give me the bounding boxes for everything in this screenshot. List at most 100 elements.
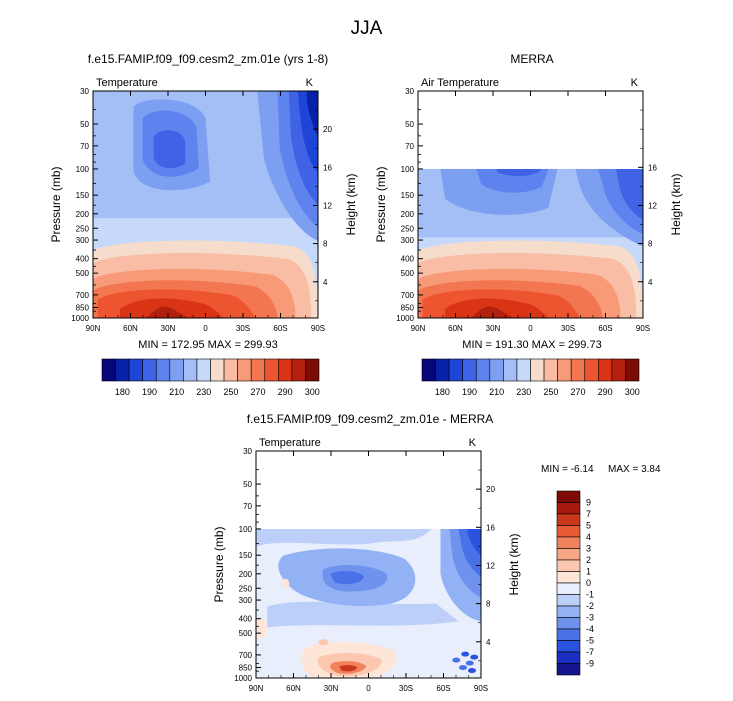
colorbar-swatch [556,617,581,630]
y-axis-label: Pressure (mb) [212,526,226,602]
x-tick-label: 90N [411,324,426,333]
chart-title: MERRA [510,52,553,66]
field-band [467,528,481,556]
colorbar-label: 190 [142,387,157,397]
y-tick-label: 70 [243,502,252,511]
x-tick-label: 30N [324,684,339,693]
colorbar-swatch [556,571,581,584]
colorbar-swatch [598,358,613,382]
colorbar-swatch [489,358,504,382]
y-tick-label: 500 [401,269,415,278]
y-tick-label: 850 [401,303,415,312]
height-tick-label: 4 [648,278,653,287]
y-tick-label: 1000 [234,674,252,683]
x-tick-label: 30S [561,324,575,333]
x-tick-label: 90S [474,684,488,693]
y-tick-label: 1000 [396,314,414,323]
y-tick-label: 250 [239,584,253,593]
colorbar-label: 270 [570,387,585,397]
field-band [461,651,470,657]
field-band [318,639,329,646]
colorbar-swatch [556,582,581,595]
y-tick-label: 70 [405,142,414,151]
height-tick-label: 16 [648,163,657,172]
colorbar-label: 290 [598,387,613,397]
colorbar-swatch [462,358,477,382]
colorbar-swatch [503,358,518,382]
colorbar-label: 230 [196,387,211,397]
x-tick-label: 30N [161,324,176,333]
colorbar-swatch [475,358,491,382]
colorbar-label: -3 [586,613,594,623]
x-tick-label: 90S [311,324,325,333]
colorbar-swatch [556,502,581,515]
field-band [153,130,186,169]
y-tick-label: 500 [239,629,253,638]
y-tick-label: 200 [401,210,415,219]
colorbar-swatch [278,358,293,382]
colorbar-swatch [291,358,306,382]
field-band [468,668,476,674]
field-band [256,617,267,640]
colorbar-swatch [556,536,581,549]
y-tick-label: 700 [76,291,90,300]
height-tick-label: 8 [648,240,653,249]
colorbar-label: 250 [223,387,238,397]
y-axis-label: Pressure (mb) [49,166,63,242]
colorbar-label: -9 [586,659,594,669]
colorbar-swatch [223,358,238,382]
colorbar-swatch [556,513,581,526]
colorbar-swatch [128,358,143,382]
colorbar-swatch [556,594,581,607]
y-tick-label: 700 [239,651,253,660]
x-tick-label: 60S [436,684,450,693]
y-tick-label: 100 [401,165,415,174]
colorbar-swatch [169,358,184,382]
colorbar-swatch [448,358,463,382]
y-tick-label: 250 [401,224,415,233]
colorbar-label: -1 [586,590,594,600]
colorbar-label: 180 [435,387,450,397]
height-tick-label: 12 [486,561,495,570]
y-tick-label: 200 [76,210,90,219]
field-band [306,91,318,137]
colorbar-swatch [625,358,640,382]
y-tick-label: 150 [239,551,253,560]
colorbar-swatch [250,358,266,382]
colorbar-label: 180 [115,387,130,397]
x-tick-label: 60N [448,324,463,333]
colorbar-swatch [435,358,450,382]
temperature-field [418,168,643,318]
colorbar-swatch [556,548,581,561]
field-band [616,168,643,220]
colorbar-swatch [556,605,581,618]
colorbar-label: 210 [169,387,184,397]
colorbar-swatch [570,358,586,382]
field-band [465,660,474,666]
chart-title: f.e15.FAMIP.f09_f09.cesm2_zm.01e - MERRA [247,412,494,426]
y-tick-label: 250 [76,224,90,233]
colorbar-label: 3 [586,544,591,554]
right-axis-label: Height (km) [344,173,358,235]
difference-field [256,528,481,678]
y-tick-label: 150 [76,191,90,200]
y-tick-label: 300 [239,596,253,605]
field-band [267,601,459,628]
field-band [339,665,358,672]
field-band [147,306,201,318]
colorbar-swatch [556,663,581,676]
y-tick-label: 400 [401,255,415,264]
height-tick-label: 4 [486,638,491,647]
y-tick-label: 850 [239,663,253,672]
page-title: JJA [350,18,383,39]
right-axis-label: Height (km) [507,533,521,595]
colorbar-label: 270 [250,387,265,397]
field-band [256,528,432,547]
y-tick-label: 30 [243,447,252,456]
field-band [476,168,549,193]
colorbar-swatch [543,358,558,382]
right-axis-label: Height (km) [669,173,683,235]
temperature-field [93,91,318,318]
stats-label: MIN = 172.95 MAX = 299.93 [138,339,277,351]
colorbar-label: -2 [586,601,594,611]
